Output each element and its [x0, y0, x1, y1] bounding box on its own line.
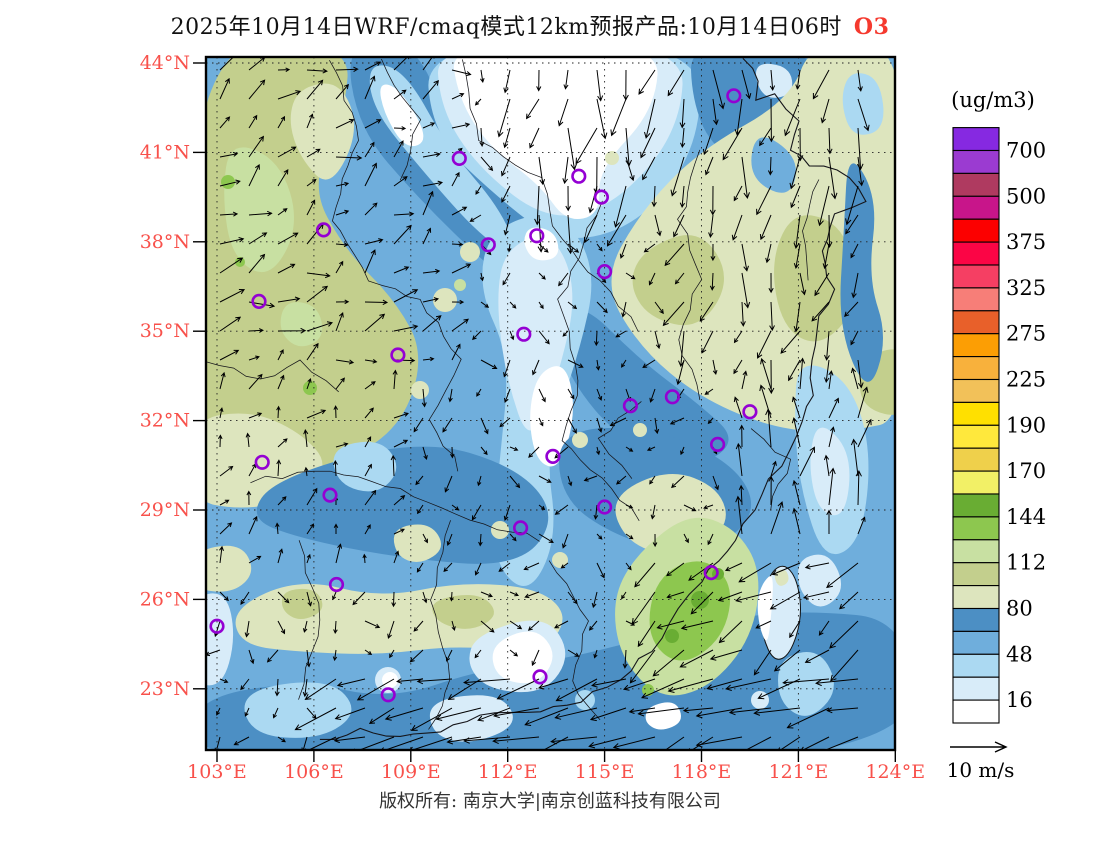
colorbar-swatch	[952, 264, 1000, 289]
lon-tick-label: 112°E	[478, 761, 538, 783]
lat-tick-label: 23°N	[140, 678, 190, 700]
lon-tick-label: 124°E	[865, 761, 925, 783]
wind-scale	[950, 741, 1008, 753]
colorbar-swatch	[952, 493, 1000, 518]
wind-scale-label: 10 m/s	[946, 758, 1015, 782]
colorbar-label: 225	[1006, 368, 1046, 392]
lat-tick-label: 29°N	[140, 499, 190, 521]
station-marker	[322, 487, 338, 503]
station-marker	[709, 436, 726, 453]
station-marker	[380, 687, 396, 703]
lon-tick-label: 118°E	[672, 761, 732, 783]
station-marker	[512, 520, 529, 536]
colorbar-swatch	[952, 539, 1000, 564]
map-canvas	[206, 57, 895, 750]
lon-tick-label: 109°E	[381, 761, 441, 783]
lat-tick-label: 44°N	[140, 52, 190, 74]
station-marker	[480, 237, 496, 253]
colorbar-swatch	[952, 447, 1000, 472]
colorbar-label: 16	[1006, 688, 1033, 712]
colorbar-swatch	[952, 195, 1000, 220]
colorbar-label: 48	[1006, 642, 1033, 666]
colorbar-swatch	[952, 516, 1000, 541]
colorbar-label: 375	[1006, 230, 1046, 254]
lon-tick-label: 106°E	[284, 761, 344, 783]
axis-ticks	[193, 62, 896, 762]
colorbar-label: 144	[1006, 505, 1046, 529]
station-marker	[596, 264, 613, 280]
lon-tick-label: 115°E	[575, 761, 635, 783]
colorbar-label: 500	[1006, 184, 1046, 208]
station-marker	[664, 389, 681, 405]
colorbar-swatch	[952, 310, 1000, 335]
colorbar-swatch	[952, 424, 1000, 449]
station-marker	[316, 222, 332, 238]
title-species: O3	[853, 14, 890, 40]
title-text: 2025年10月14日WRF/cmaq模式12km预报产品:10月14日06时	[170, 15, 842, 40]
colorbar-swatch	[952, 287, 1000, 312]
station-marker	[742, 404, 758, 420]
lat-tick-label: 26°N	[140, 588, 190, 610]
station-marker	[516, 326, 532, 342]
lon-tick-label: 103°E	[187, 761, 247, 783]
colorbar-label: 112	[1006, 551, 1046, 575]
colorbar-swatch	[952, 401, 1000, 426]
colorbar-label: 275	[1006, 322, 1046, 346]
station-marker	[328, 576, 345, 593]
lon-tick-label: 121°E	[769, 761, 829, 783]
station-marker	[251, 293, 267, 310]
map-frame	[204, 55, 897, 752]
station-marker	[209, 618, 225, 634]
station-marker	[532, 669, 548, 685]
station-marker	[254, 454, 270, 470]
colorbar-label: 325	[1006, 276, 1046, 300]
colorbar-label: 80	[1006, 597, 1033, 621]
lat-tick-label: 32°N	[140, 410, 190, 432]
station-marker	[571, 168, 587, 184]
colorbar-swatch	[952, 562, 1000, 587]
colorbar-swatch	[952, 333, 1000, 358]
station-marker	[726, 88, 742, 104]
station-marker	[596, 499, 613, 515]
lat-tick-label: 35°N	[140, 320, 190, 342]
page-title: 2025年10月14日WRF/cmaq模式12km预报产品:10月14日06时 O…	[0, 9, 1060, 41]
lat-axis-labels: 44°N 41°N 38°N 35°N 32°N 29°N 26°N 23°N	[140, 52, 190, 700]
station-markers	[209, 88, 758, 703]
colorbar-units-label: (ug/m3)	[951, 88, 1035, 112]
colorbar-label: 170	[1006, 459, 1046, 483]
lat-tick-label: 41°N	[140, 141, 190, 163]
station-marker	[703, 564, 719, 581]
colorbar-swatch	[952, 630, 1000, 655]
province-borders	[206, 58, 867, 740]
station-marker	[529, 228, 545, 244]
station-marker	[622, 398, 639, 414]
colorbar-swatch	[952, 699, 1000, 724]
station-marker	[451, 150, 467, 166]
colorbar-swatch	[952, 676, 1000, 701]
colorbar-swatch	[952, 378, 1000, 403]
contour-regions	[206, 57, 895, 750]
colorbar-swatch	[952, 607, 1000, 632]
colorbar-swatch	[952, 470, 1000, 495]
copyright-text: 版权所有: 南京大学|南京创蓝科技有限公司	[379, 791, 721, 812]
lat-tick-label: 38°N	[140, 231, 190, 253]
colorbar-swatch	[952, 172, 1000, 197]
colorbar-label: 700	[1006, 139, 1046, 163]
colorbar-swatch	[952, 149, 1000, 174]
station-marker	[545, 448, 561, 465]
colorbar-swatch	[952, 127, 1000, 152]
colorbar-label: 190	[1006, 413, 1046, 437]
colorbar-swatch	[952, 356, 1000, 381]
colorbar-swatch	[952, 218, 1000, 243]
colorbar-swatch	[952, 241, 1000, 266]
colorbar-swatch	[952, 653, 1000, 678]
colorbar: 700 500 375 325 275 225 190 170 144 112 80 48 16	[952, 127, 1046, 724]
colorbar-swatch	[952, 585, 1000, 610]
station-marker	[593, 189, 610, 205]
lon-axis-labels: 103°E 106°E 109°E 112°E 115°E 118°E 121°E 124°E	[187, 761, 925, 783]
wind-arrows	[206, 57, 872, 750]
station-marker	[390, 347, 406, 363]
